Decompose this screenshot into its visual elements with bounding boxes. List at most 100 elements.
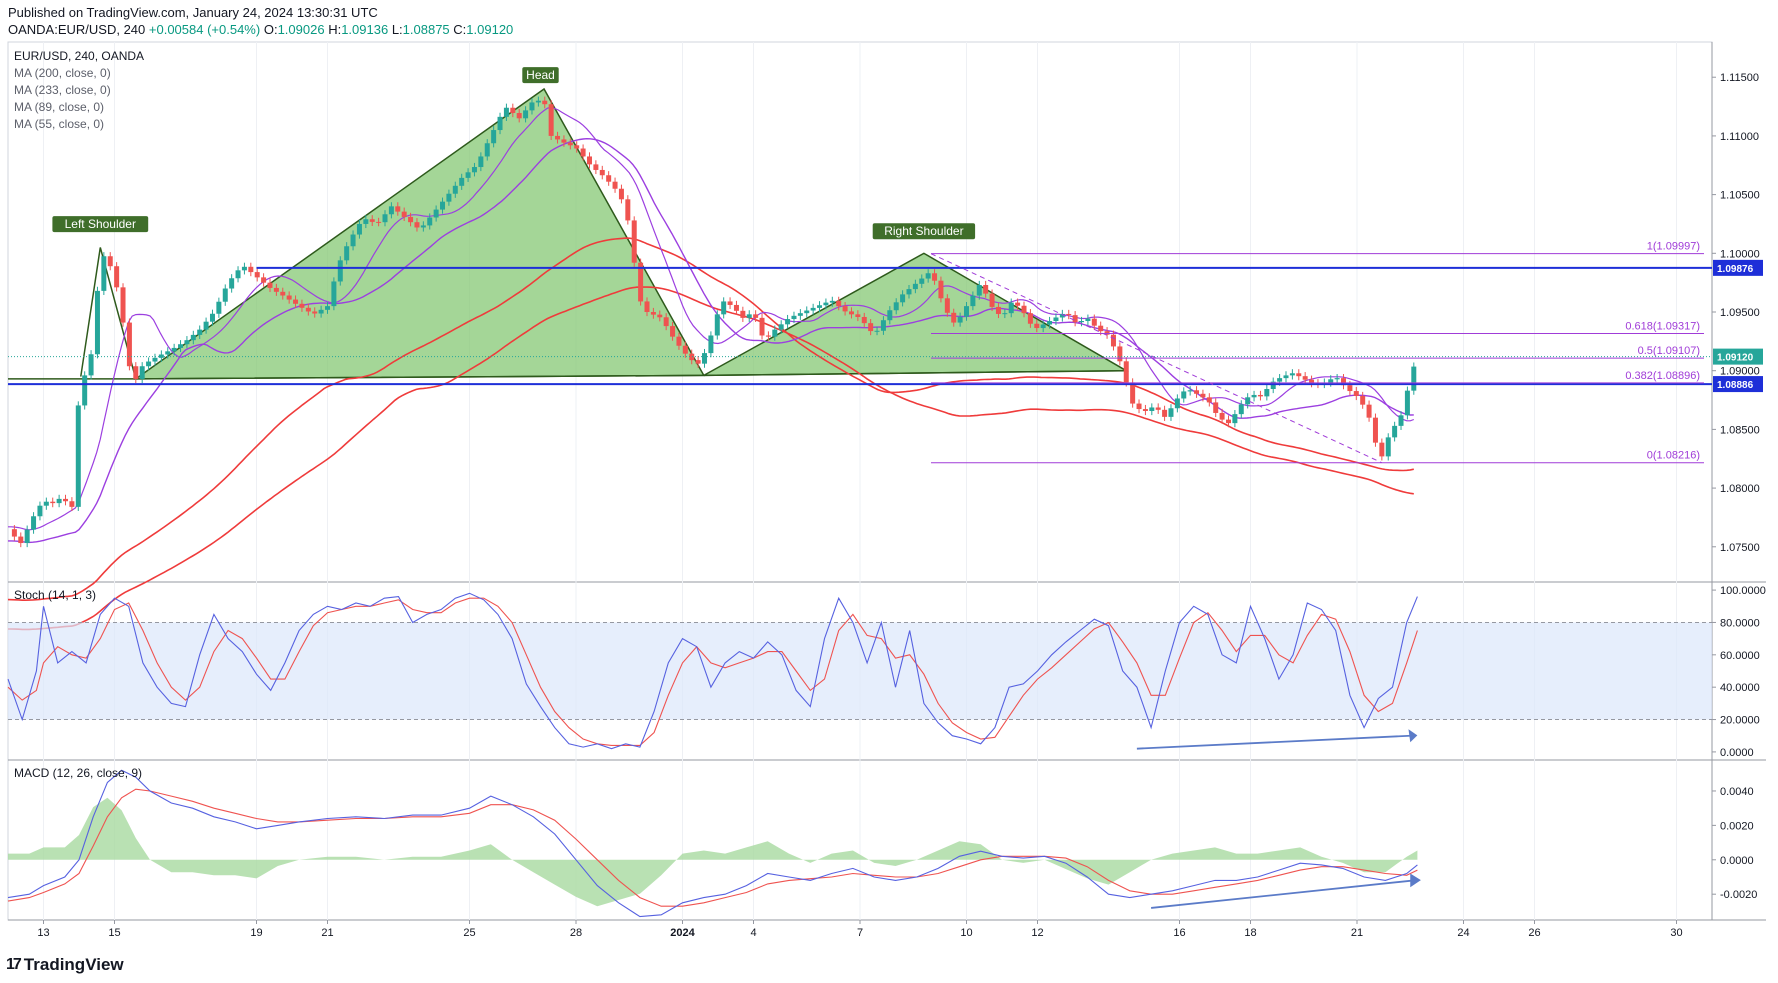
candle-body bbox=[216, 301, 222, 314]
candle-body bbox=[107, 256, 113, 267]
candle-body bbox=[382, 214, 388, 223]
candle-body bbox=[452, 185, 458, 194]
stoch-tick-label: 60.0000 bbox=[1720, 650, 1760, 662]
candle-body bbox=[836, 300, 842, 307]
candle-body bbox=[1264, 389, 1270, 397]
head-pattern-triangle bbox=[133, 87, 706, 380]
candle-body bbox=[567, 142, 573, 146]
candle-body bbox=[1136, 403, 1142, 410]
stoch-arrow-head bbox=[1408, 729, 1418, 743]
candle-body bbox=[586, 156, 592, 165]
candle-body bbox=[695, 360, 701, 364]
candle-body bbox=[1277, 378, 1283, 382]
candle-body bbox=[593, 164, 599, 170]
time-tick-label: 26 bbox=[1528, 927, 1540, 939]
candle-body bbox=[203, 321, 209, 330]
candle-body bbox=[1104, 331, 1110, 335]
fib-level-label: 0.5(1.09107) bbox=[1638, 345, 1700, 357]
candle-body bbox=[414, 222, 420, 228]
candle-body bbox=[24, 529, 30, 544]
candle-body bbox=[772, 329, 778, 337]
candle-body bbox=[1347, 385, 1353, 392]
time-tick-label: 28 bbox=[570, 927, 582, 939]
candle-body bbox=[1098, 325, 1104, 332]
candle-body bbox=[261, 277, 267, 283]
candle-body bbox=[356, 223, 362, 235]
open-label: O: bbox=[263, 22, 278, 37]
stoch-tick-label: 80.0000 bbox=[1720, 617, 1760, 629]
macd-histogram bbox=[8, 797, 1418, 907]
stoch-divergence-arrow bbox=[1136, 734, 1411, 750]
candle-body bbox=[574, 145, 580, 149]
candle-body bbox=[1270, 381, 1276, 390]
candle-body bbox=[663, 317, 669, 327]
time-tick-label: 2024 bbox=[670, 927, 695, 939]
candle-body bbox=[900, 294, 906, 303]
candle-body bbox=[395, 206, 401, 212]
candle-body bbox=[510, 107, 516, 114]
candle-body bbox=[708, 335, 714, 354]
fib-level-label: 0.382(1.08896) bbox=[1625, 370, 1700, 382]
left-shoulder-label-text: Left Shoulder bbox=[65, 217, 136, 231]
candle-body bbox=[369, 219, 375, 222]
candle-body bbox=[657, 314, 663, 318]
candle-body bbox=[478, 156, 484, 168]
legend-ma-item: MA (200, close, 0) bbox=[14, 66, 111, 80]
candle-body bbox=[516, 113, 522, 119]
stoch-tick-label: 100.0000 bbox=[1720, 585, 1766, 597]
candle-body bbox=[964, 306, 969, 317]
tradingview-logo-icon: 17 bbox=[6, 956, 22, 973]
price-tick-label: 1.09500 bbox=[1720, 307, 1760, 319]
stoch-k-line bbox=[7, 592, 1418, 750]
candle-body bbox=[644, 301, 650, 312]
candle-body bbox=[459, 177, 465, 186]
candle-body bbox=[491, 130, 497, 144]
candle-body bbox=[1257, 394, 1263, 397]
neckline bbox=[8, 369, 1127, 380]
candle-body bbox=[1155, 407, 1161, 410]
candle-body bbox=[797, 313, 803, 316]
candle-body bbox=[82, 375, 88, 406]
candle-body bbox=[1411, 366, 1417, 391]
high-label: H: bbox=[328, 22, 342, 37]
macd-label: MACD (12, 26, close, 9) bbox=[14, 766, 142, 780]
fib-trend-line bbox=[930, 253, 1383, 464]
candle-body bbox=[951, 312, 957, 323]
candle-body bbox=[1219, 412, 1225, 420]
tradingview-logo: 17 TradingView bbox=[6, 955, 124, 975]
candle-body bbox=[1385, 437, 1391, 457]
candle-body bbox=[944, 298, 950, 313]
candle-body bbox=[94, 290, 100, 355]
candle-body bbox=[484, 143, 490, 157]
candle-body bbox=[293, 299, 299, 304]
stoch-tick-label: 0.0000 bbox=[1720, 747, 1754, 759]
macd-arrow-head bbox=[1410, 873, 1421, 888]
candle-body bbox=[887, 310, 893, 321]
candle-body bbox=[1187, 390, 1193, 392]
candle-body bbox=[1206, 397, 1212, 403]
candle-body bbox=[241, 266, 247, 271]
candle-body bbox=[1117, 346, 1123, 362]
candle-body bbox=[1283, 375, 1289, 379]
candle-body bbox=[440, 201, 446, 210]
candle-body bbox=[670, 326, 676, 337]
candle-body bbox=[778, 324, 784, 330]
candle-body bbox=[331, 281, 337, 307]
right-shoulder-label-text: Right Shoulder bbox=[884, 224, 963, 238]
candle-body bbox=[714, 314, 720, 336]
candle-body bbox=[555, 135, 561, 140]
candle-body bbox=[823, 302, 829, 306]
candle-body bbox=[1366, 404, 1372, 418]
candle-body bbox=[753, 314, 759, 318]
candle-body bbox=[1302, 376, 1308, 380]
candle-body bbox=[376, 221, 382, 223]
candle-body bbox=[676, 336, 682, 346]
candle-body bbox=[1194, 390, 1200, 394]
candle-body bbox=[235, 270, 241, 279]
candle-body bbox=[344, 246, 350, 261]
candle-body bbox=[337, 260, 343, 282]
candle-body bbox=[146, 361, 152, 367]
candle-body bbox=[465, 172, 471, 178]
macd-tick-label: 0.0000 bbox=[1720, 855, 1754, 867]
